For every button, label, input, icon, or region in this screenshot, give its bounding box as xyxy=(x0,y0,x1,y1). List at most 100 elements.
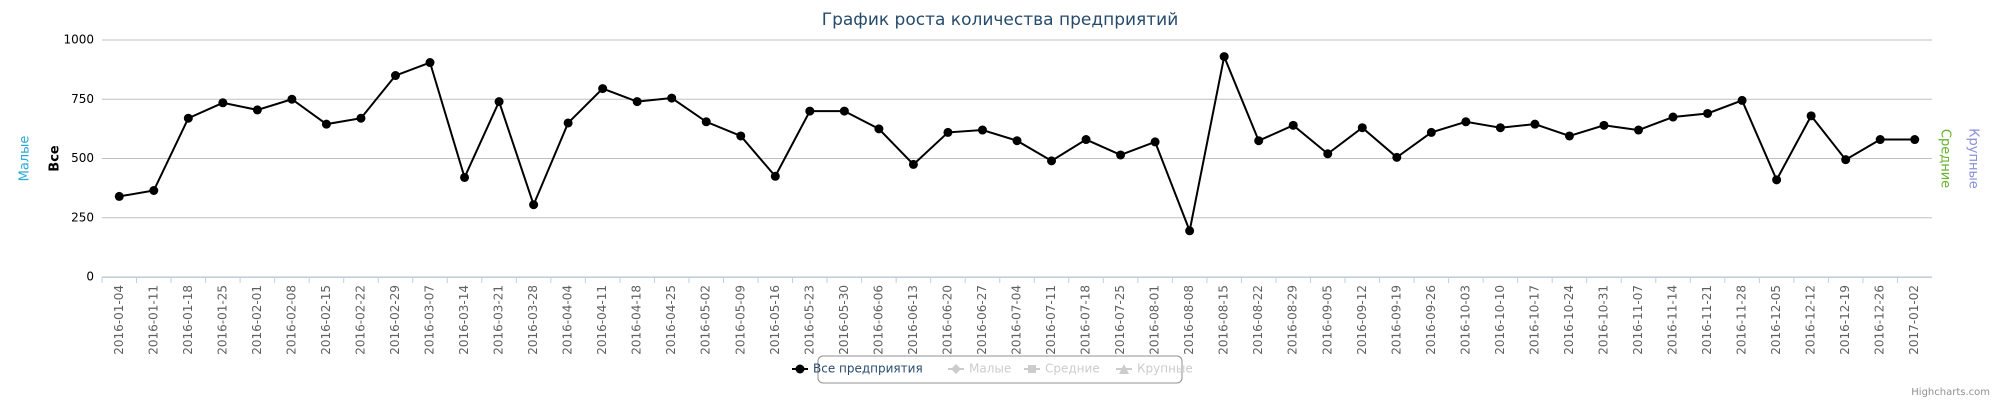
x-tick-label: 2016-08-01 xyxy=(1148,285,1162,355)
x-tick-label: 2016-08-29 xyxy=(1286,285,1300,355)
legend-symbol xyxy=(795,364,805,374)
point xyxy=(356,113,366,123)
x-tick-label: 2016-01-18 xyxy=(181,285,195,355)
x-tick-label: 2016-02-01 xyxy=(250,285,264,355)
x-tick-label: 2016-01-04 xyxy=(112,285,126,355)
point xyxy=(1357,123,1367,133)
y-tick-label: 1000 xyxy=(63,33,94,47)
x-tick-label: 2016-06-20 xyxy=(940,285,954,355)
x-tick-label: 2016-05-30 xyxy=(837,285,851,355)
x-tick-label: 2016-12-05 xyxy=(1769,285,1783,355)
legend-label[interactable]: Крупные xyxy=(1137,362,1193,376)
point xyxy=(1910,135,1920,145)
x-tick-label: 2016-03-21 xyxy=(492,285,506,355)
point xyxy=(1254,136,1264,146)
x-tick-label: 2016-11-21 xyxy=(1700,285,1714,355)
x-tick-label: 2016-11-07 xyxy=(1631,285,1645,355)
point xyxy=(1530,119,1540,129)
point xyxy=(1461,117,1471,127)
x-tick-label: 2016-02-15 xyxy=(319,285,333,355)
point xyxy=(1323,149,1333,159)
x-tick-label: 2016-12-26 xyxy=(1873,285,1887,355)
x-tick-label: 2016-02-29 xyxy=(388,285,402,355)
x-tick-label: 2016-12-12 xyxy=(1804,285,1818,355)
point xyxy=(1288,120,1298,130)
point xyxy=(321,119,331,129)
x-tick-label: 2016-05-02 xyxy=(699,285,713,355)
point xyxy=(1668,112,1678,122)
point xyxy=(1564,131,1574,141)
x-tick-label: 2016-06-27 xyxy=(975,285,989,355)
x-tick-label: 2016-08-08 xyxy=(1182,285,1196,355)
x-tick-label: 2016-07-04 xyxy=(1010,285,1024,355)
axis-title: Крупные xyxy=(1966,128,1981,188)
legend-label[interactable]: Все предприятия xyxy=(813,362,923,376)
point xyxy=(1081,135,1091,145)
legend-symbol xyxy=(1119,364,1129,374)
point xyxy=(529,200,539,210)
point xyxy=(1392,152,1402,162)
point xyxy=(701,117,711,127)
point xyxy=(977,125,987,135)
point xyxy=(667,93,677,103)
x-tick-label: 2016-08-22 xyxy=(1251,285,1265,355)
point xyxy=(1875,135,1885,145)
point xyxy=(1116,150,1126,160)
x-tick-label: 2016-05-16 xyxy=(768,285,782,355)
y-tick-label: 500 xyxy=(71,151,94,165)
axis-title: Все xyxy=(48,145,63,172)
axis-title: Малые xyxy=(18,136,33,182)
x-tick-label: 2016-03-14 xyxy=(457,285,471,355)
x-tick-label: 2016-07-18 xyxy=(1079,285,1093,355)
x-tick-label: 2016-08-15 xyxy=(1217,285,1231,355)
point xyxy=(839,106,849,116)
point xyxy=(632,97,642,107)
x-tick-label: 2016-09-05 xyxy=(1320,285,1334,355)
point xyxy=(770,171,780,181)
y-tick-label: 0 xyxy=(86,270,94,284)
x-tick-label: 2017-01-02 xyxy=(1907,285,1921,355)
legend-label[interactable]: Малые xyxy=(969,362,1011,376)
x-tick-label: 2016-10-31 xyxy=(1596,285,1610,355)
point xyxy=(425,58,435,68)
point xyxy=(1426,127,1436,137)
point xyxy=(736,131,746,141)
y-tick-label: 750 xyxy=(71,92,94,106)
point xyxy=(1634,125,1644,135)
legend-label[interactable]: Средние xyxy=(1045,362,1100,376)
x-tick-label: 2016-03-07 xyxy=(423,285,437,355)
point xyxy=(252,105,262,115)
credits[interactable]: Highcharts.com xyxy=(1911,387,1990,398)
x-tick-label: 2016-01-25 xyxy=(215,285,229,355)
x-tick-label: 2016-06-06 xyxy=(871,285,885,355)
x-tick-label: 2016-07-25 xyxy=(1113,285,1127,355)
point xyxy=(460,172,470,182)
x-tick-label: 2016-09-12 xyxy=(1355,285,1369,355)
x-tick-label: 2016-09-19 xyxy=(1389,285,1403,355)
x-tick-label: 2016-02-08 xyxy=(284,285,298,355)
point xyxy=(874,124,884,134)
x-tick-label: 2016-07-11 xyxy=(1044,285,1058,355)
point xyxy=(1841,155,1851,165)
point xyxy=(1219,52,1229,62)
point xyxy=(390,71,400,81)
x-tick-label: 2016-10-03 xyxy=(1458,285,1472,355)
x-tick-label: 2016-11-28 xyxy=(1735,285,1749,355)
point xyxy=(1737,95,1747,105)
x-tick-label: 2016-03-28 xyxy=(526,285,540,355)
legend-symbol xyxy=(1028,365,1036,373)
point xyxy=(598,84,608,94)
point xyxy=(494,97,504,107)
x-tick-label: 2016-12-19 xyxy=(1838,285,1852,355)
point xyxy=(1806,111,1816,121)
x-tick-label: 2016-02-22 xyxy=(353,285,367,355)
point xyxy=(1012,136,1022,146)
point xyxy=(943,127,953,137)
x-tick-label: 2016-01-11 xyxy=(146,285,160,355)
point xyxy=(1150,137,1160,147)
point xyxy=(1495,123,1505,133)
x-tick-label: 2016-09-26 xyxy=(1424,285,1438,355)
x-tick-label: 2016-04-25 xyxy=(664,285,678,355)
point xyxy=(1047,156,1057,166)
